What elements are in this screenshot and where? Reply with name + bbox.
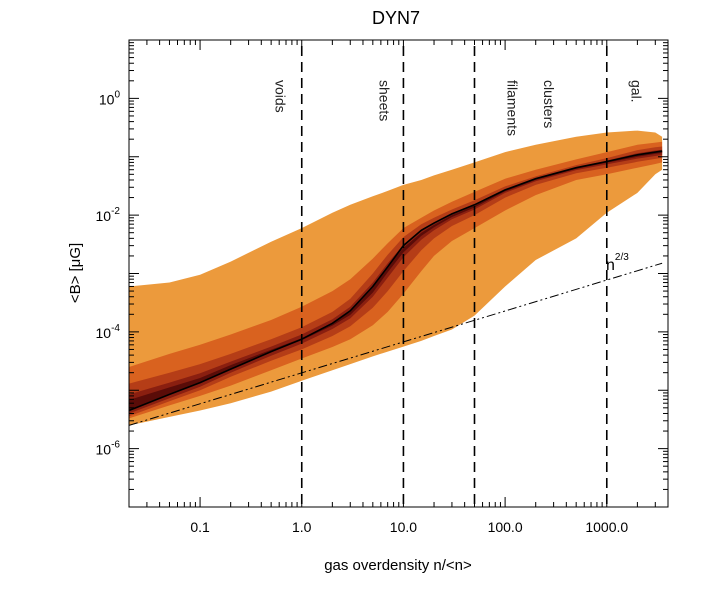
y-tick-label: 10-2 [96, 206, 121, 224]
x-tick-label: 10.0 [390, 519, 417, 535]
y-tick-label: 10-6 [96, 440, 121, 458]
band-band-5 [129, 151, 663, 410]
reference-line [129, 262, 663, 426]
region-label: gal. [628, 80, 644, 103]
annotations: 0.1 1.0 10.0 100.0 1000.0 10-6 10-4 10-2 100 void… [96, 80, 645, 535]
x-tick-label: 1000.0 [585, 519, 628, 535]
band-band-3 [129, 146, 663, 417]
chart-title: DYN7 [372, 8, 420, 28]
y-tick-label: 100 [99, 89, 121, 107]
density-bands [129, 130, 663, 426]
region-label: clusters [541, 80, 557, 128]
median-line [129, 150, 663, 412]
region-label: filaments [505, 80, 521, 136]
region-label: sheets [376, 80, 392, 121]
region-label: voids [273, 80, 289, 113]
x-tick-label: 100.0 [488, 519, 523, 535]
x-axis-label: gas overdensity n/<n> [324, 557, 472, 574]
reference-line-label: n2/3 [606, 252, 629, 274]
y-tick-label: 10-4 [96, 323, 121, 341]
y-axis-label: <B> [μG] [67, 243, 84, 303]
x-tick-label: 0.1 [190, 519, 210, 535]
x-tick-label: 1.0 [292, 519, 312, 535]
axis-ticks [128, 40, 669, 508]
chart-lines [129, 46, 663, 507]
